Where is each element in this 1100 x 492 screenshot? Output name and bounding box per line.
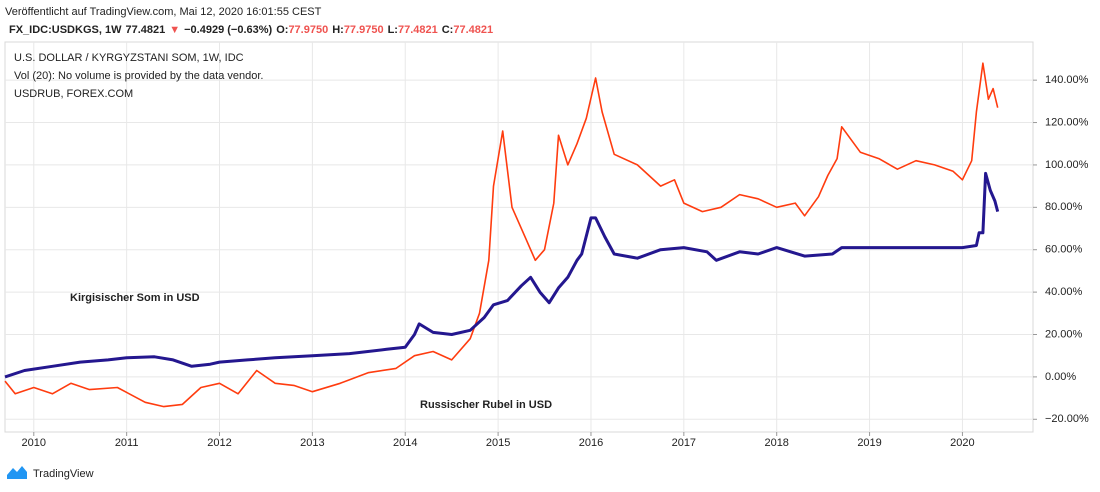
y-tick-label: 120.00% (1045, 116, 1089, 128)
logo-icon (7, 466, 27, 479)
ohlc-value: 77.9750 (288, 24, 328, 36)
brand: TradingView (33, 468, 94, 480)
logo (7, 466, 27, 479)
ohlc-label: C: (442, 24, 454, 36)
x-tick-label: 2019 (857, 437, 881, 449)
ohlc-value: 77.9750 (344, 24, 384, 36)
legend-line: USDRUB, FOREX.COM (14, 88, 133, 100)
x-tick-label: 2015 (486, 437, 510, 449)
annotation: Russischer Rubel in USD (420, 399, 552, 411)
y-tick-label: 100.00% (1045, 159, 1089, 171)
annotation: Kirgisischer Som in USD (70, 292, 200, 304)
y-tick-label: 80.00% (1045, 201, 1083, 213)
y-tick-label: 60.00% (1045, 244, 1083, 256)
x-tick-label: 2013 (300, 437, 324, 449)
x-tick-label: 2017 (672, 437, 696, 449)
ohlc-value: 77.4821 (453, 24, 493, 36)
change: −0.4929 (−0.63%) (184, 24, 272, 36)
y-tick-label: 0.00% (1045, 371, 1076, 383)
x-tick-label: 2016 (579, 437, 603, 449)
published: Veröffentlicht auf TradingView.com, Mai … (5, 6, 322, 18)
x-tick-label: 2018 (764, 437, 788, 449)
last-price: 77.4821 (125, 24, 165, 36)
x-tick-label: 2011 (115, 437, 139, 449)
plot-frame (4, 41, 1034, 433)
x-tick-label: 2010 (22, 437, 46, 449)
ohlc-label: L: (388, 24, 398, 36)
x-tick-label: 2012 (207, 437, 231, 449)
x-tick-label: 2014 (393, 437, 417, 449)
legend-line: U.S. DOLLAR / KYRGYZSTANI SOM, 1W, IDC (14, 52, 244, 64)
y-tick-label: 140.00% (1045, 74, 1089, 86)
change-arrow: ▼ (169, 24, 180, 36)
symbol-line: FX_IDC:USDKGS, 1W 77.4821 ▼ −0.4929 (−0.63%… (9, 24, 493, 36)
x-tick-label: 2020 (950, 437, 974, 449)
y-tick-label: −20.00% (1045, 413, 1089, 425)
ohlc-label: O: (276, 24, 288, 36)
ohlc-value: 77.4821 (398, 24, 438, 36)
legend-line: Vol (20): No volume is provided by the d… (14, 70, 263, 82)
series-line (4, 171, 1000, 379)
ohlc-label: H: (332, 24, 344, 36)
symbol: FX_IDC:USDKGS, 1W (9, 24, 122, 36)
y-tick-label: 20.00% (1045, 328, 1083, 340)
y-tick-label: 40.00% (1045, 286, 1083, 298)
series-line (4, 62, 999, 408)
